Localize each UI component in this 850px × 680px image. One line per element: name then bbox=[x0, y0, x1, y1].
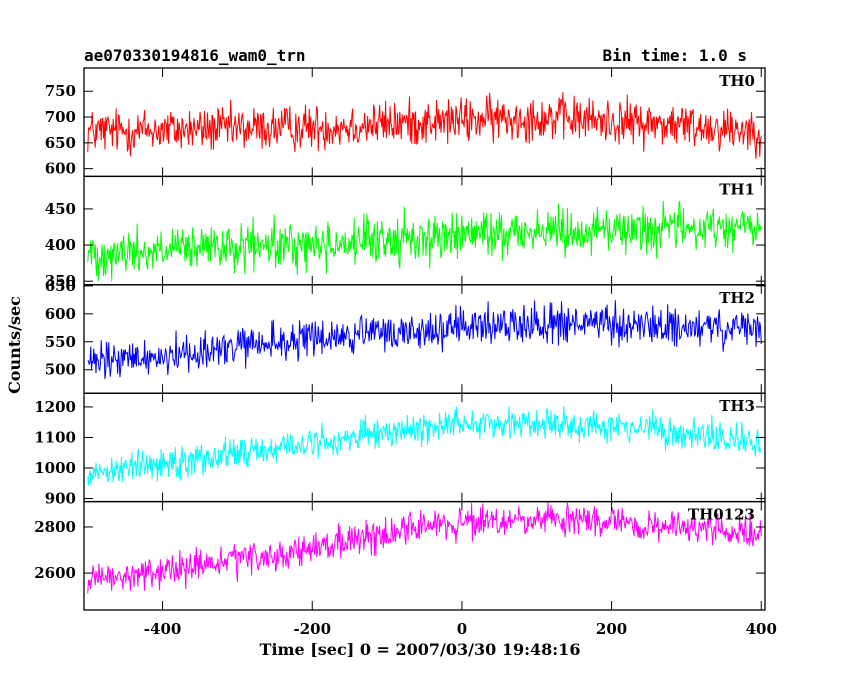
y-tick-label: 650 bbox=[45, 134, 76, 152]
panel-th1: 350 400 450 TH1 bbox=[45, 175, 766, 290]
y-tick-label: 900 bbox=[45, 490, 76, 508]
series-line-th3 bbox=[87, 406, 762, 486]
panel-label-th0123: TH0123 bbox=[688, 506, 755, 524]
y-tick-label: 600 bbox=[45, 160, 76, 178]
y-tick-label: 350 bbox=[45, 272, 76, 290]
panel-th2: 500 550 600 650 TH2 bbox=[45, 277, 766, 394]
y-tick-label: 750 bbox=[45, 82, 76, 100]
panel-frame bbox=[83, 392, 766, 503]
x-axis: -400 -200 0 200 400 bbox=[144, 620, 777, 638]
y-tick-label: 550 bbox=[45, 333, 76, 351]
y-tick-label: 1200 bbox=[34, 398, 76, 416]
panel-th3: 900 1000 1100 1200 TH3 bbox=[34, 392, 766, 508]
panel-frame bbox=[83, 500, 766, 611]
x-tick-label: 0 bbox=[457, 620, 467, 638]
x-tick-label: -400 bbox=[144, 620, 182, 638]
x-tick-label: -200 bbox=[293, 620, 331, 638]
y-tick-label: 650 bbox=[45, 277, 76, 295]
panel-th0: 600 650 700 750 TH0 bbox=[45, 67, 766, 178]
series-line-th2 bbox=[87, 300, 762, 380]
chart-title: ae070330194816_wam0_trn bbox=[84, 46, 306, 65]
series-line-th0 bbox=[87, 92, 762, 159]
panel-label-th0: TH0 bbox=[719, 72, 755, 90]
panel-th0123: 2600 2800 TH0123 bbox=[34, 500, 766, 611]
y-tick-label: 500 bbox=[45, 361, 76, 379]
panels-group: 600 650 700 750 TH0 350 400 450 TH1 500 550 600 650 T… bbox=[34, 67, 766, 611]
y-tick-label: 1100 bbox=[34, 428, 76, 446]
y-axis-label: Counts/sec bbox=[5, 296, 24, 394]
y-tick-label: 600 bbox=[45, 305, 76, 323]
x-axis-label: Time [sec] 0 = 2007/03/30 19:48:16 bbox=[260, 640, 581, 659]
y-tick-label: 2800 bbox=[34, 518, 76, 536]
y-tick-label: 700 bbox=[45, 108, 76, 126]
panel-label-th3: TH3 bbox=[719, 397, 755, 415]
bin-time-label: Bin time: 1.0 s bbox=[603, 46, 748, 65]
x-tick-label: 200 bbox=[596, 620, 627, 638]
panel-label-th1: TH1 bbox=[719, 180, 755, 198]
y-tick-label: 1000 bbox=[34, 459, 76, 477]
panel-label-th2: TH2 bbox=[719, 289, 755, 307]
x-tick-label: 400 bbox=[746, 620, 777, 638]
y-tick-label: 400 bbox=[45, 236, 76, 254]
series-line-th0123 bbox=[87, 502, 762, 594]
y-tick-label: 450 bbox=[45, 200, 76, 218]
series-line-th1 bbox=[87, 200, 762, 282]
y-tick-label: 2600 bbox=[34, 564, 76, 582]
